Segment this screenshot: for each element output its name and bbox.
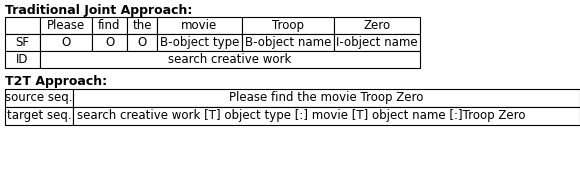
Text: T2T Approach:: T2T Approach:: [5, 75, 107, 88]
Text: target seq.: target seq.: [7, 110, 71, 122]
Text: the: the: [132, 19, 152, 32]
Text: Please: Please: [47, 19, 85, 32]
Bar: [127, 34, 157, 51]
Bar: [40, 17, 92, 34]
Text: ID: ID: [16, 53, 29, 66]
Bar: [92, 17, 127, 34]
Text: movie: movie: [182, 19, 218, 32]
Bar: [5, 107, 73, 125]
Bar: [73, 107, 580, 125]
Bar: [40, 51, 420, 68]
Bar: [334, 34, 420, 51]
Text: SF: SF: [16, 36, 30, 49]
Bar: [73, 89, 580, 107]
Bar: [157, 34, 242, 51]
Text: Zero: Zero: [364, 19, 390, 32]
Text: find: find: [98, 19, 121, 32]
Text: O: O: [105, 36, 114, 49]
Bar: [5, 51, 40, 68]
Text: source seq.: source seq.: [5, 92, 72, 104]
Text: search creative work [T] object type [:] movie [T] object name [:]Troop Zero: search creative work [T] object type [:]…: [77, 110, 525, 122]
Text: O: O: [137, 36, 147, 49]
Bar: [5, 89, 73, 107]
Bar: [157, 17, 242, 34]
Bar: [127, 17, 157, 34]
Text: Troop: Troop: [272, 19, 304, 32]
Bar: [242, 34, 334, 51]
Bar: [5, 34, 40, 51]
Text: I-object name: I-object name: [336, 36, 418, 49]
Bar: [5, 17, 40, 34]
Text: search creative work: search creative work: [168, 53, 292, 66]
Bar: [40, 34, 92, 51]
Text: Traditional Joint Approach:: Traditional Joint Approach:: [5, 4, 193, 17]
Text: Please find the movie Troop Zero: Please find the movie Troop Zero: [229, 92, 423, 104]
Bar: [92, 34, 127, 51]
Bar: [334, 17, 420, 34]
Text: B-object name: B-object name: [245, 36, 331, 49]
Bar: [242, 17, 334, 34]
Text: B-object type: B-object type: [160, 36, 239, 49]
Text: O: O: [61, 36, 71, 49]
